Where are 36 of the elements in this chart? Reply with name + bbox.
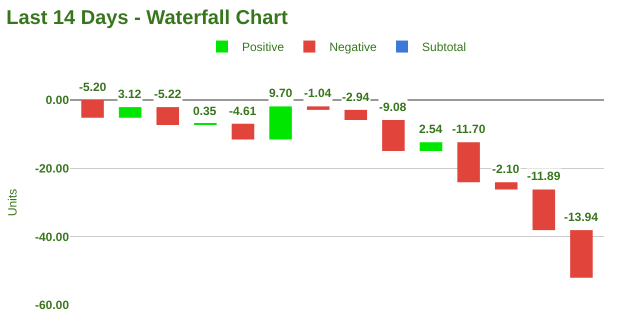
- text: -1.04: [304, 86, 332, 100]
- text: 0.35: [193, 104, 216, 118]
- bar: [118, 107, 142, 118]
- y-tick-label: -20.00: [34, 162, 70, 176]
- bar: [532, 189, 556, 230]
- bar: [81, 100, 104, 118]
- text: -13.94: [564, 210, 598, 224]
- text: 3.12: [118, 87, 142, 101]
- bar: [344, 110, 368, 120]
- text: -11.70: [452, 122, 486, 136]
- bar: [420, 142, 442, 151]
- bar: [382, 120, 405, 151]
- text: 9.70: [269, 86, 292, 100]
- legend-label: Positive: [242, 40, 284, 54]
- text: -9.08: [379, 100, 406, 114]
- legend-label: Negative: [329, 40, 378, 54]
- text: -5.22: [154, 87, 182, 101]
- bar: [232, 124, 254, 140]
- bar: [269, 106, 292, 140]
- text: -2.94: [342, 90, 370, 104]
- bar: [570, 230, 593, 278]
- bar: [457, 142, 480, 182]
- text: -2.10: [492, 162, 520, 176]
- y-tick-label: -40.00: [34, 230, 70, 244]
- bar: [306, 106, 330, 110]
- text: -4.61: [229, 104, 256, 118]
- chart-title: Last 14 Days - Waterfall Chart: [6, 6, 288, 29]
- text: -5.20: [79, 80, 106, 94]
- legend-label: Subtotal: [422, 40, 466, 54]
- bar: [494, 182, 518, 190]
- y-axis-title: Units: [5, 188, 20, 216]
- text: 2.54: [419, 122, 442, 136]
- y-tick-label: 0.00: [46, 93, 70, 108]
- text: -11.89: [527, 169, 560, 183]
- bar: [156, 107, 180, 125]
- y-tick-label: -60.00: [34, 298, 70, 312]
